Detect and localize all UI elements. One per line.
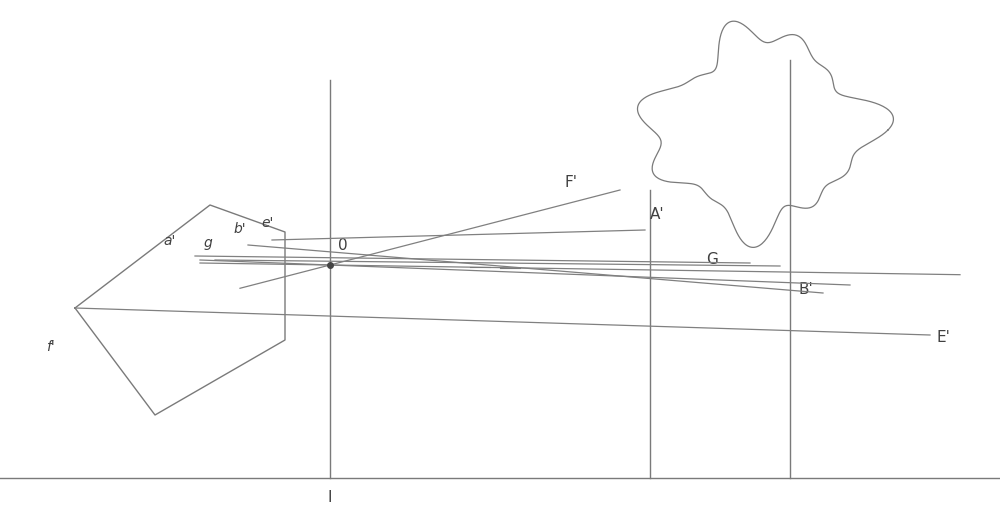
- Text: G: G: [706, 252, 718, 267]
- Text: a': a': [164, 234, 176, 248]
- Text: 0: 0: [338, 238, 348, 253]
- Text: E': E': [936, 330, 950, 345]
- Text: I: I: [328, 490, 332, 505]
- Text: F': F': [565, 175, 578, 190]
- Text: A': A': [650, 207, 665, 222]
- Text: f': f': [46, 340, 55, 354]
- Text: b': b': [234, 222, 246, 236]
- Text: e': e': [262, 216, 274, 230]
- Text: g: g: [204, 236, 212, 250]
- Text: B': B': [798, 282, 813, 297]
